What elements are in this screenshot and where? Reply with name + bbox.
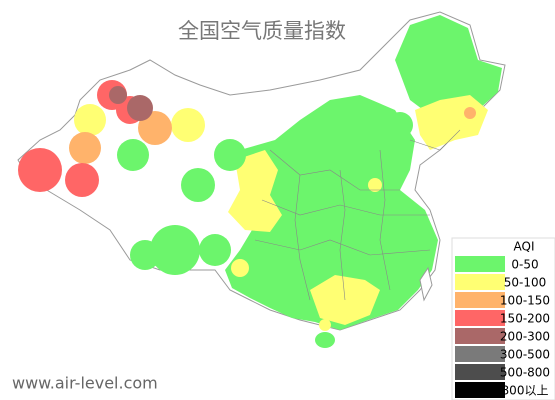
island-outline [419, 266, 433, 302]
legend-title: AQI [514, 240, 535, 254]
legend-label: 100-150 [500, 294, 550, 308]
legend-label: 50-100 [504, 276, 547, 290]
legend-swatch [455, 364, 505, 380]
legend-swatch [455, 256, 505, 272]
aqi-spot [231, 259, 249, 277]
aqi-spot [138, 111, 172, 145]
legend-swatch [455, 346, 505, 362]
aqi-spot [429, 59, 461, 91]
aqi-spot [424, 24, 456, 56]
legend-swatch [455, 292, 505, 308]
legend: AQI 0-50 50-100 100-150 150-200 200-300 300-5… [451, 237, 555, 400]
legend-label: 800以上 [502, 384, 549, 398]
aqi-spot [199, 234, 231, 266]
aqi-spot [65, 163, 99, 197]
aqi-spot [387, 112, 413, 138]
china-map [17, 11, 506, 348]
legend-swatch [455, 310, 505, 326]
watermark: www.air-level.com [12, 374, 158, 393]
aqi-spot [368, 178, 382, 192]
aqi-spot [69, 132, 101, 164]
legend-label: 200-300 [500, 330, 550, 344]
aqi-spot [354, 106, 382, 134]
legend-label: 0-50 [511, 258, 538, 272]
aqi-spot [464, 107, 476, 119]
legend-label: 500-800 [500, 366, 550, 380]
map-title: 全国空气质量指数 [178, 19, 346, 43]
aqi-spot [315, 332, 335, 348]
aqi-spot [127, 95, 153, 121]
aqi-region-moderate [228, 150, 282, 232]
legend-label: 300-500 [500, 348, 550, 362]
aqi-spot [74, 104, 106, 136]
aqi-spot [109, 86, 127, 104]
legend-swatch [455, 274, 505, 290]
legend-swatch [455, 328, 505, 344]
aqi-spot [319, 319, 331, 331]
aqi-spot [171, 108, 205, 142]
aqi-spot [150, 225, 200, 275]
aqi-spot [130, 240, 160, 270]
aqi-spot [181, 168, 215, 202]
aqi-spot [18, 148, 62, 192]
aqi-spot [117, 139, 149, 171]
legend-swatch [455, 382, 505, 398]
aqi-spot [214, 139, 246, 171]
legend-label: 150-200 [500, 312, 550, 326]
province-borders [254, 129, 461, 301]
aqi-region-good [225, 95, 438, 330]
